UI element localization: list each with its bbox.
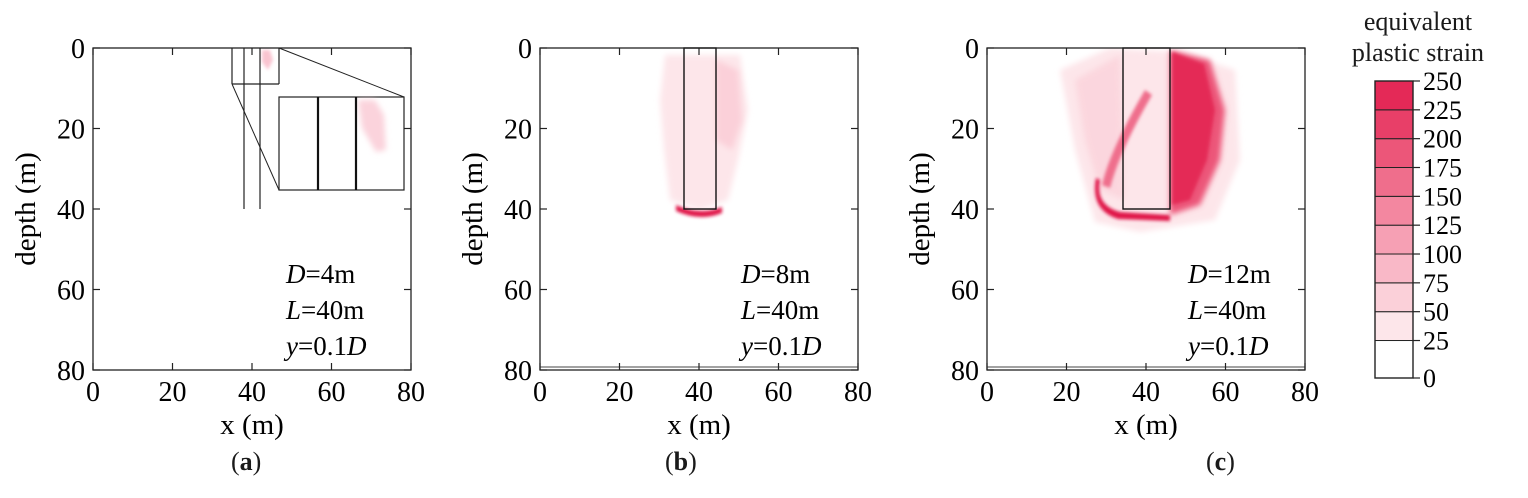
colorbar-tick-label: 250 xyxy=(1423,67,1462,96)
colorbar-tick-label: 50 xyxy=(1423,298,1449,327)
annotation-L: L=40m xyxy=(285,295,364,325)
colorbar-tick-label: 125 xyxy=(1423,211,1462,240)
colorbar-tick-label: 200 xyxy=(1423,125,1462,154)
x-tick-label: 80 xyxy=(844,377,872,408)
y-tick-label: 20 xyxy=(57,115,85,146)
strain-field-c xyxy=(1060,48,1240,232)
colorbar-band xyxy=(1374,311,1414,342)
annotation-L: L=40m xyxy=(740,295,819,325)
caption-b: (b) xyxy=(665,447,697,476)
strain-region xyxy=(716,60,742,150)
annotation-D: D=12m xyxy=(1187,259,1271,289)
colorbar-tick-label: 25 xyxy=(1423,327,1449,356)
colorbar-band xyxy=(1374,109,1414,140)
strain-region xyxy=(1172,52,1215,205)
colorbar-tick-label: 225 xyxy=(1423,96,1462,125)
colorbar-band xyxy=(1374,138,1414,169)
strain-region xyxy=(1094,178,1170,221)
y-axis-label: depth (m) xyxy=(10,152,42,266)
colorbar-band xyxy=(1374,195,1414,226)
y-axis-label: depth (m) xyxy=(457,152,489,266)
colorbar-title: equivalent plastic strain xyxy=(1318,6,1518,68)
x-tick-label: 40 xyxy=(1132,377,1160,408)
y-tick-label: 40 xyxy=(504,195,532,226)
colorbar-frame xyxy=(1374,80,1414,379)
caption-c: (c) xyxy=(1206,447,1235,476)
y-tick-label: 0 xyxy=(518,34,532,65)
annotation-a: D=4m L=40m y=0.1D xyxy=(283,259,367,361)
colorbar-tick-label: 0 xyxy=(1423,364,1436,393)
y-tick-label: 60 xyxy=(504,276,532,307)
x-tick-label: 80 xyxy=(397,377,425,408)
x-tick-label: 40 xyxy=(238,377,266,408)
colorbar-tick-label: 75 xyxy=(1423,269,1449,298)
x-tick-label: 0 xyxy=(533,377,547,408)
annotation-D: D=8m xyxy=(740,259,810,289)
y-tick-label: 60 xyxy=(57,276,85,307)
annotation-y: y=0.1D xyxy=(1185,331,1269,361)
annotation-L: L=40m xyxy=(1187,295,1266,325)
strain-region xyxy=(1102,90,1152,188)
x-tick-label: 20 xyxy=(606,377,634,408)
strain-region xyxy=(262,50,273,70)
x-tick-label: 40 xyxy=(685,377,713,408)
y-axis-label: depth (m) xyxy=(904,152,936,266)
y-tick-label: 0 xyxy=(965,34,979,65)
colorbar-title-line2: plastic strain xyxy=(1351,38,1485,67)
colorbar-band xyxy=(1374,167,1414,197)
x-tick-label: 0 xyxy=(980,377,994,408)
colorbar-tick-label: 175 xyxy=(1423,154,1462,183)
annotation-D: D=4m xyxy=(285,259,355,289)
x-tick-label: 60 xyxy=(1212,377,1240,408)
y-tick-label: 40 xyxy=(57,195,85,226)
inset-a xyxy=(231,47,405,191)
colorbar-title-line1: equivalent xyxy=(1363,7,1473,36)
caption-a: (a) xyxy=(231,447,262,476)
x-tick-label: 60 xyxy=(765,377,793,408)
strain-field-b xyxy=(660,55,748,218)
y-tick-label: 40 xyxy=(951,195,979,226)
colorbar-tick-label: 100 xyxy=(1423,240,1462,269)
strain-region xyxy=(676,205,722,218)
x-tick-label: 20 xyxy=(159,377,187,408)
colorbar-tick-label: 150 xyxy=(1423,182,1462,211)
pile-a xyxy=(231,48,280,209)
y-tick-label: 20 xyxy=(951,115,979,146)
y-tick-label: 80 xyxy=(504,356,532,387)
x-tick-label: 60 xyxy=(318,377,346,408)
x-tick-label: 0 xyxy=(86,377,100,408)
colorbar-band xyxy=(1374,80,1414,111)
x-tick-label: 20 xyxy=(1053,377,1081,408)
y-tick-label: 60 xyxy=(951,276,979,307)
colorbar-band xyxy=(1374,340,1414,379)
colorbar-band xyxy=(1374,253,1414,284)
annotation-b: D=8m L=40m y=0.1D xyxy=(738,259,822,361)
annotation-c: D=12m L=40m y=0.1D xyxy=(1185,259,1271,361)
y-tick-label: 80 xyxy=(951,356,979,387)
annotation-y: y=0.1D xyxy=(738,331,822,361)
y-tick-label: 20 xyxy=(504,115,532,146)
x-axis-label: x (m) xyxy=(220,409,284,441)
y-tick-label: 80 xyxy=(57,356,85,387)
annotation-y: y=0.1D xyxy=(283,331,367,361)
y-tick-label: 0 xyxy=(71,34,85,65)
strain-field-a xyxy=(262,50,273,70)
x-axis-label: x (m) xyxy=(667,409,731,441)
colorbar-band xyxy=(1374,224,1414,255)
x-tick-label: 80 xyxy=(1291,377,1319,408)
colorbar-band xyxy=(1374,282,1414,313)
x-axis-label: x (m) xyxy=(1114,409,1178,441)
